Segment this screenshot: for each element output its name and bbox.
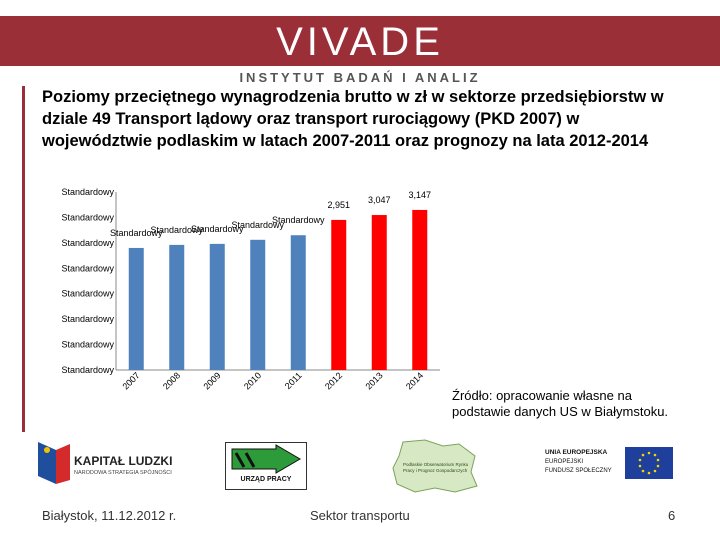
y-tick-label: Standardowy: [61, 212, 114, 222]
arrow-icon: [231, 444, 301, 474]
ue-line1: UNIA EUROPEJSKA: [545, 449, 608, 456]
data-label-2013: 3,047: [368, 195, 391, 205]
kapital-ludzki-sub: NARODOWA STRATEGIA SPÓJNOŚCI: [74, 470, 172, 476]
eu-flag-icon: [625, 447, 673, 479]
x-tick-label: 2013: [363, 370, 384, 391]
bar-2007: [128, 247, 144, 370]
x-tick-label: 2007: [120, 370, 141, 391]
bar-2014: [412, 209, 428, 370]
x-tick-label: 2011: [283, 370, 304, 391]
ue-line3: FUNDUSZ SPOŁECZNY: [545, 468, 612, 474]
data-label-2008: Standardowy: [150, 225, 203, 235]
left-rule: [22, 86, 25, 432]
y-tick-label: Standardowy: [61, 289, 114, 299]
obserwatorium-text: Podlaskie Obserwatorium Rynku Pracy i Pr…: [403, 462, 469, 473]
x-tick-label: 2012: [323, 370, 344, 391]
bar-2013: [371, 215, 387, 370]
page-number: 6: [668, 508, 676, 523]
footer-date: Białystok, 11.12.2012 r.: [42, 508, 177, 523]
data-label-2007: Standardowy: [110, 228, 163, 238]
bar-2010: [250, 239, 266, 370]
kapital-ludzki-emblem: [38, 442, 70, 484]
y-tick-label: Standardowy: [61, 314, 114, 324]
data-label-2012: 2,951: [327, 200, 350, 210]
y-tick-label: Standardowy: [61, 238, 114, 248]
y-tick-label: Standardowy: [61, 263, 114, 273]
header-subtitle: INSTYTUT BADAŃ I ANALIZ: [239, 70, 481, 85]
bar-2012: [331, 219, 347, 370]
y-tick-label: Standardowy: [61, 365, 114, 375]
bar-2009: [209, 243, 225, 370]
x-tick-label: 2009: [201, 370, 222, 391]
data-label-2009: Standardowy: [191, 224, 244, 234]
source-note: Źródło: opracowanie własne na podstawie …: [452, 388, 669, 419]
podlaskie-map-icon: [392, 439, 478, 493]
footer-section: Sektor transportu: [310, 508, 410, 523]
x-tick-label: 2010: [242, 370, 263, 391]
bar-2008: [169, 244, 185, 370]
slide-title: Poziomy przeciętnego wynagrodzenia brutt…: [42, 88, 664, 150]
data-label-2010: Standardowy: [231, 220, 284, 230]
kapital-ludzki-name: KAPITAŁ LUDZKI: [74, 454, 173, 468]
y-tick-label: Standardowy: [61, 340, 114, 350]
x-tick-label: 2008: [161, 370, 182, 391]
data-label-2011: Standardowy: [272, 215, 325, 225]
header-band: VIVADE: [0, 16, 720, 66]
kapital-ludzki-logo: KAPITAŁ LUDZKI NARODOWA STRATEGIA SPÓJNO…: [36, 440, 176, 486]
urzad-pracy-logo: URZĄD PRACY: [225, 442, 307, 490]
ue-line2: EUROPEJSKI: [545, 459, 584, 465]
urzad-pracy-text: URZĄD PRACY: [240, 476, 292, 483]
obserwatorium-logo: Podlaskie Obserwatorium Rynku Pracy i Pr…: [385, 438, 485, 494]
bar-2011: [290, 235, 306, 370]
y-tick-label: Standardowy: [61, 187, 114, 197]
x-tick-label: 2014: [404, 370, 425, 391]
ue-logo: UNIA EUROPEJSKA EUROPEJSKI FUNDUSZ SPOŁE…: [545, 447, 675, 483]
vivade-logo: VIVADE: [276, 20, 444, 64]
data-label-2014: 3,147: [408, 190, 431, 200]
